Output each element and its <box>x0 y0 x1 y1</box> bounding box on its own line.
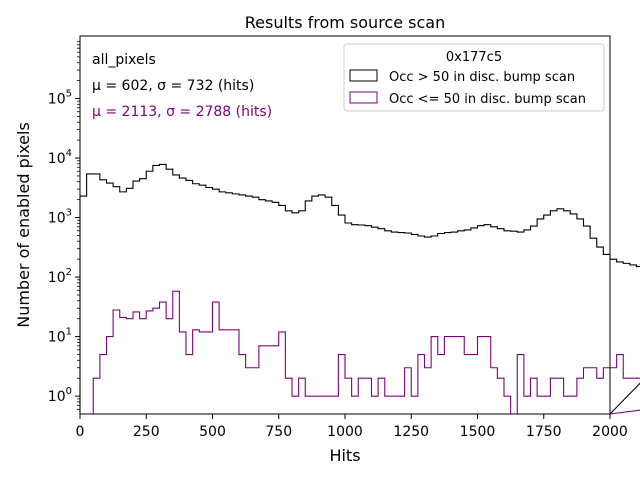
x-tick-label-250: 250 <box>133 424 160 440</box>
y-tick-label-2: 102 <box>48 267 72 286</box>
y-tick-label-0: 100 <box>48 386 72 405</box>
legend-swatch-occ-le-50 <box>349 91 378 104</box>
y-axis: 100 101 102 103 104 105 <box>48 41 80 410</box>
chart-title: Results from source scan <box>245 13 445 32</box>
annotation-group: all_pixels μ = 602, σ = 732 (hits) μ = 2… <box>92 52 272 120</box>
x-axis-label: Hits <box>329 446 360 465</box>
y-tick-label-5: 105 <box>48 89 72 108</box>
legend: 0x177c5 Occ > 50 in disc. bump scan Occ … <box>343 43 605 112</box>
x-axis: 0 250 500 750 1000 1250 1500 1750 2000 <box>76 414 628 440</box>
legend-swatch-occ-gt-50 <box>349 69 378 82</box>
y-axis-label: Number of enabled pixels <box>14 122 33 328</box>
series-layer <box>79 163 640 415</box>
series-line-occ-gt-50 <box>79 163 640 415</box>
y-tick-label-3: 103 <box>48 208 72 227</box>
y-tick-label-1: 101 <box>48 327 72 346</box>
x-tick-label-2000: 2000 <box>592 424 628 440</box>
annotation-stats-occ-gt-50: μ = 602, σ = 732 (hits) <box>92 78 254 94</box>
legend-label-occ-gt-50: Occ > 50 in disc. bump scan <box>389 70 575 85</box>
x-tick-label-1250: 1250 <box>393 424 429 440</box>
x-tick-label-750: 750 <box>265 424 292 440</box>
y-tick-label-4: 104 <box>48 148 72 167</box>
series-line-occ-le-50 <box>92 290 640 415</box>
legend-title: 0x177c5 <box>446 50 502 65</box>
x-tick-label-1750: 1750 <box>526 424 562 440</box>
legend-label-occ-le-50: Occ <= 50 in disc. bump scan <box>389 92 586 107</box>
annotation-stats-occ-le-50: μ = 2113, σ = 2788 (hits) <box>92 104 272 120</box>
x-tick-label-500: 500 <box>199 424 226 440</box>
annotation-all-pixels: all_pixels <box>92 52 156 68</box>
legend-frame <box>343 43 605 112</box>
x-tick-label-1000: 1000 <box>327 424 363 440</box>
x-tick-label-1500: 1500 <box>460 424 496 440</box>
x-tick-label-0: 0 <box>76 424 85 440</box>
